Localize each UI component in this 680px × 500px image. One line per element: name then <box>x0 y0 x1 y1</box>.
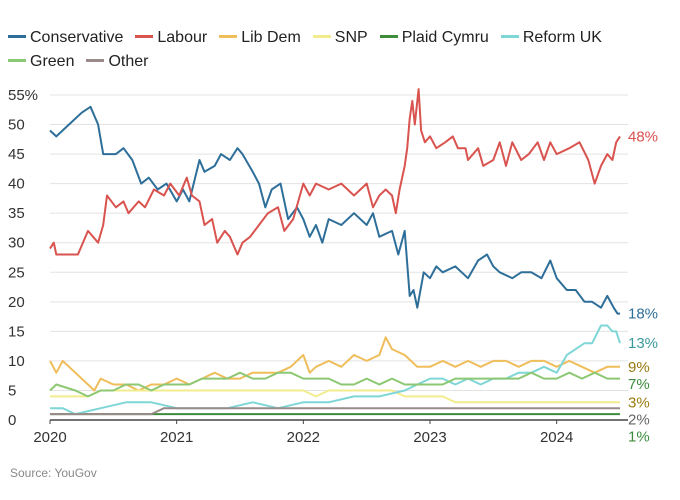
y-tick-label: 0 <box>8 412 16 429</box>
legend-label: Labour <box>157 29 208 46</box>
legend-swatch <box>8 59 26 63</box>
series-line-labour <box>49 88 621 256</box>
legend-item-reform-uk[interactable]: Reform UK <box>500 26 602 50</box>
legend-swatch <box>379 35 398 39</box>
y-tick-label: 30 <box>8 235 25 252</box>
legend-item-conservative[interactable]: Conservative <box>8 26 123 50</box>
legend-swatch <box>312 35 331 39</box>
legend-item-snp[interactable]: SNP <box>312 26 368 50</box>
end-label-lib-dem: 9% <box>628 359 650 376</box>
legend-label: Lib Dem <box>241 29 301 46</box>
legend-swatch <box>500 35 519 39</box>
legend-label: Green <box>30 53 75 70</box>
x-tick-label: 2023 <box>413 429 446 446</box>
legend-swatch <box>8 35 26 39</box>
end-label-labour: 48% <box>628 128 658 145</box>
legend-swatch <box>135 35 154 39</box>
y-tick-label: 35 <box>8 205 25 222</box>
x-tick-label: 2024 <box>540 429 573 446</box>
end-label-green: 7% <box>628 376 650 393</box>
legend-label: Reform UK <box>522 29 602 46</box>
legend-item-other[interactable]: Other <box>86 50 148 74</box>
legend-swatch <box>86 59 105 63</box>
y-tick-label: 45 <box>8 146 25 163</box>
series-line-snp <box>50 389 620 404</box>
y-tick-label: 55% <box>8 87 38 104</box>
series-line-conservative <box>49 105 620 315</box>
y-tick-label: 15 <box>8 323 25 340</box>
y-tick-label: 10 <box>8 353 25 370</box>
legend-label: Plaid Cymru <box>401 29 489 46</box>
legend-item-labour[interactable]: Labour <box>135 26 207 50</box>
end-label-snp: 3% <box>628 394 650 411</box>
legend-item-green[interactable]: Green <box>8 50 74 74</box>
end-label-other: 2% <box>628 411 650 428</box>
x-tick-label: 2022 <box>287 429 320 446</box>
y-tick-label: 20 <box>8 294 25 311</box>
legend-swatch <box>219 35 238 39</box>
legend-label: Conservative <box>30 29 124 46</box>
end-label-reform-uk: 13% <box>628 335 658 352</box>
x-tick-label: 2021 <box>160 429 193 446</box>
series-line-reform-uk <box>50 324 621 416</box>
y-tick-label: 40 <box>8 176 25 193</box>
y-tick-label: 25 <box>8 264 25 281</box>
end-label-conservative: 18% <box>628 306 658 323</box>
legend-label: Other <box>108 53 149 70</box>
y-tick-label: 5 <box>8 382 16 399</box>
series-line-green <box>49 371 620 398</box>
y-tick-label: 50 <box>8 117 25 134</box>
end-label-plaid-cymru: 1% <box>628 428 650 445</box>
legend-item-plaid-cymru[interactable]: Plaid Cymru <box>379 26 489 50</box>
x-tick-label: 2020 <box>33 429 66 446</box>
chart-legend: Conservative Labour Lib Dem SNP Plaid Cymru R… <box>8 26 648 74</box>
legend-label: SNP <box>334 29 368 46</box>
series-line-other <box>50 407 620 416</box>
chart-source: Source: YouGov <box>10 466 97 480</box>
legend-item-lib-dem[interactable]: Lib Dem <box>219 26 301 50</box>
